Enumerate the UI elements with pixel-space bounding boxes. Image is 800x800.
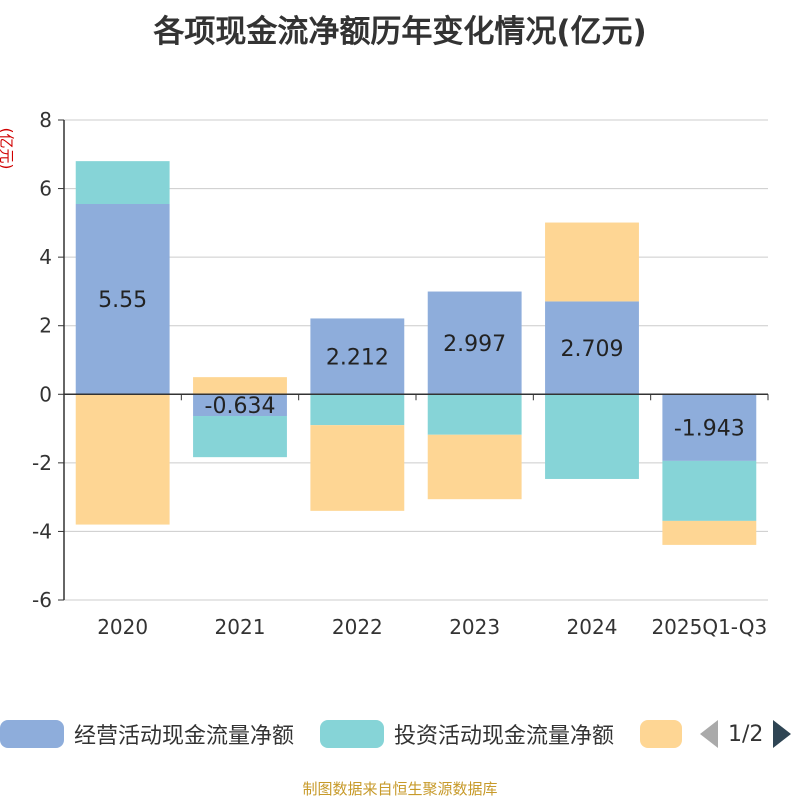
bar-series0-2023 bbox=[427, 291, 522, 395]
legend-swatch-financing bbox=[640, 720, 682, 748]
pager-text: 1/2 bbox=[728, 721, 764, 747]
x-tick-label: 2022 bbox=[332, 615, 383, 639]
legend-pager: 1/2 bbox=[700, 718, 792, 750]
bar-series1-2025Q1-Q3 bbox=[662, 460, 757, 521]
y-tick-label: 4 bbox=[39, 245, 52, 269]
bar-series2-2025Q1-Q3 bbox=[662, 520, 757, 545]
y-tick-label: 0 bbox=[39, 382, 52, 406]
data-source-note: 制图数据来自恒生聚源数据库 bbox=[302, 780, 498, 798]
y-tick-label: 2 bbox=[39, 314, 52, 338]
data-label: 2.997 bbox=[443, 332, 506, 357]
bar-series2-2024 bbox=[545, 222, 639, 302]
data-label: 2.709 bbox=[561, 337, 624, 362]
x-tick-label: 2024 bbox=[567, 615, 618, 639]
bar-series2-2022 bbox=[310, 425, 405, 511]
bar-series0-2020 bbox=[75, 204, 170, 395]
legend-label-investing: 投资活动现金流量净额 bbox=[394, 724, 615, 749]
y-tick-label: -2 bbox=[32, 451, 52, 475]
x-tick-label: 2025Q1-Q3 bbox=[651, 615, 767, 639]
data-label: 5.55 bbox=[98, 288, 147, 313]
legend-item-financing[interactable] bbox=[640, 718, 682, 750]
bar-series2-2023 bbox=[427, 434, 522, 500]
chart-title: 各项现金流净额历年变化情况(亿元) bbox=[153, 14, 647, 50]
bar-series0-2024 bbox=[545, 301, 639, 395]
legend-item-investing[interactable]: 投资活动现金流量净额 bbox=[320, 718, 614, 750]
bar-series0-2022 bbox=[310, 318, 405, 395]
data-label: -1.943 bbox=[674, 417, 745, 442]
bar-series1-2022 bbox=[310, 394, 405, 426]
bar-series1-2021 bbox=[193, 416, 287, 458]
bar-series0-2025Q1-Q3 bbox=[662, 394, 757, 461]
bar-series2-2021 bbox=[193, 377, 287, 395]
x-tick-label: 2021 bbox=[215, 615, 266, 639]
y-tick-label: -6 bbox=[32, 588, 52, 612]
pager-next-icon[interactable] bbox=[773, 720, 792, 748]
bar-series1-2023 bbox=[427, 394, 522, 435]
data-label: 2.212 bbox=[326, 345, 389, 370]
data-label: -0.634 bbox=[205, 394, 276, 419]
pager-prev-icon[interactable] bbox=[700, 720, 718, 748]
bar-series2-2020 bbox=[75, 394, 170, 525]
y-tick-label: -4 bbox=[32, 519, 52, 543]
bar-series0-2021 bbox=[193, 394, 287, 417]
y-tick-label: 8 bbox=[39, 108, 52, 132]
x-tick-label: 2023 bbox=[449, 615, 500, 639]
bar-series1-2020 bbox=[75, 161, 170, 204]
legend-label-operating: 经营活动现金流量净额 bbox=[74, 724, 295, 749]
legend-swatch-investing bbox=[320, 720, 384, 748]
legend-item-operating[interactable]: 经营活动现金流量净额 bbox=[0, 718, 294, 750]
bar-series1-2024 bbox=[545, 394, 639, 479]
y-tick-label: 6 bbox=[39, 177, 52, 201]
x-tick-label: 2020 bbox=[97, 615, 148, 639]
legend-swatch-operating bbox=[0, 720, 64, 748]
